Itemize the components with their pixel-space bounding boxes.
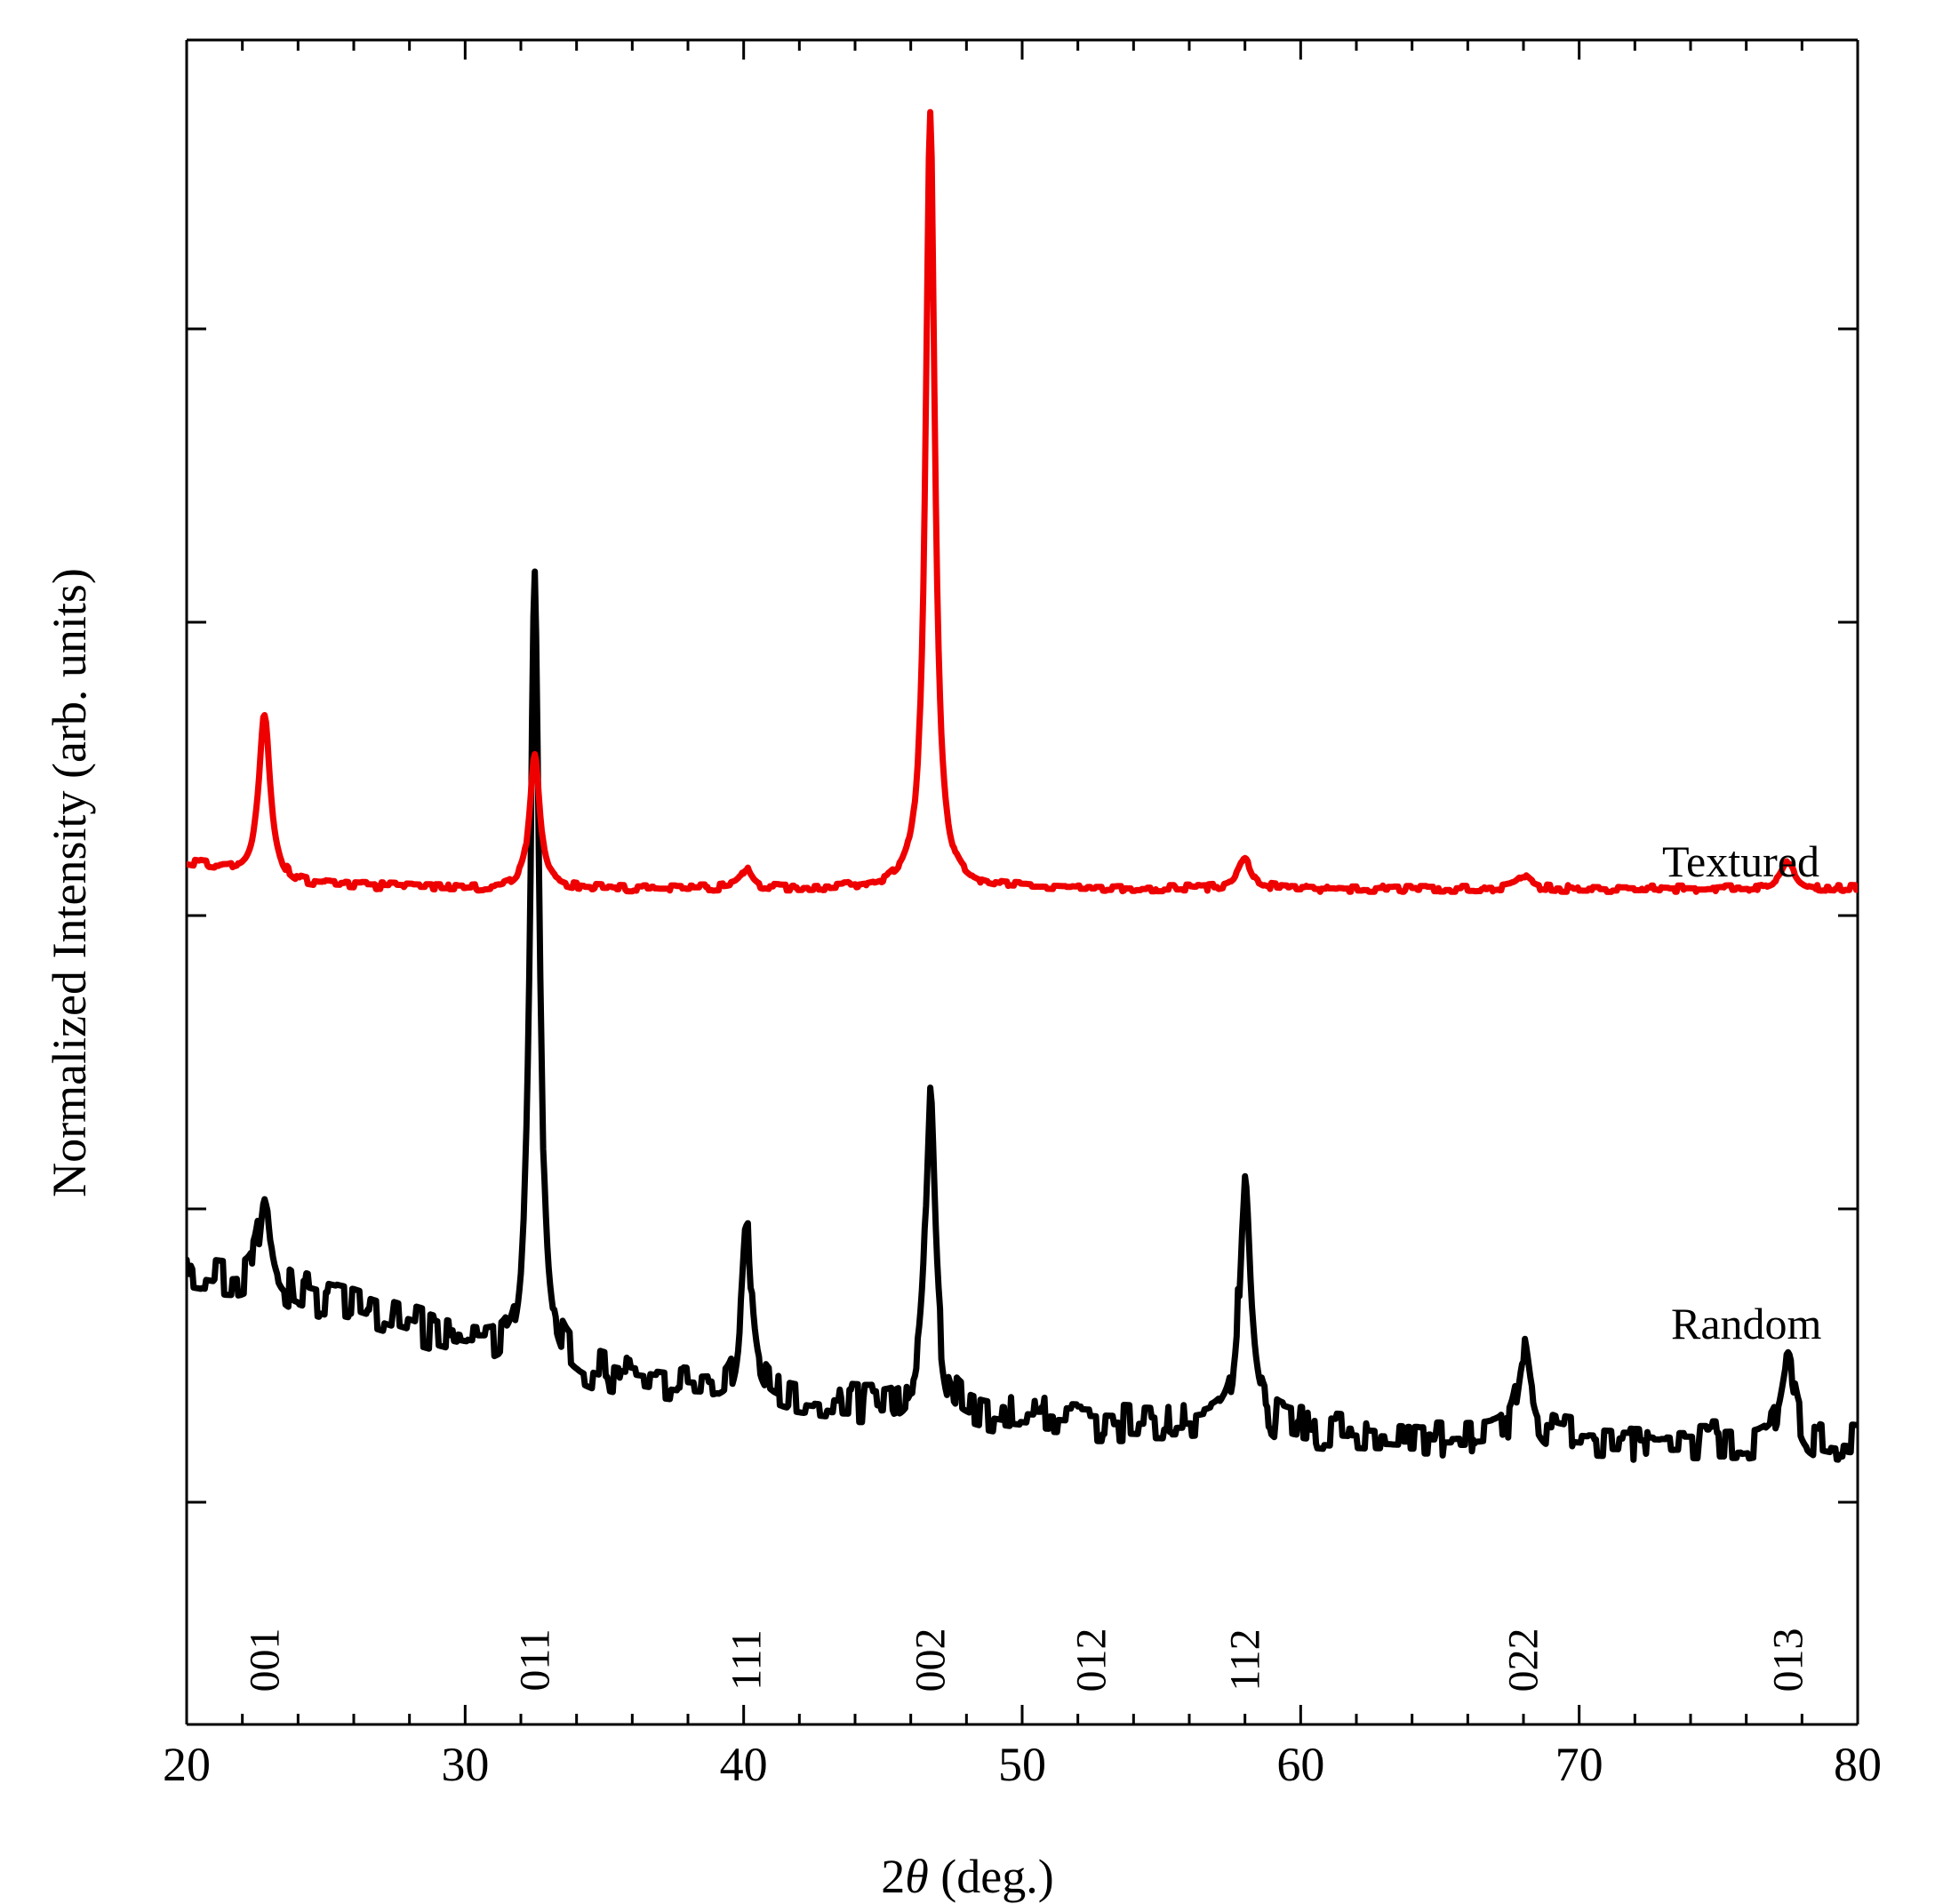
x-tick-label: 80	[1834, 1737, 1882, 1792]
chart-svg	[0, 0, 1935, 1898]
miller-index-label: 012	[1067, 1628, 1116, 1692]
series-label: Random	[1671, 1298, 1821, 1349]
xrd-chart: Normalized Intensity (arb. units) 2θ (de…	[0, 0, 1935, 1898]
x-tick-label: 70	[1555, 1737, 1603, 1792]
x-tick-label: 20	[163, 1737, 211, 1792]
miller-index-label: 002	[906, 1628, 955, 1692]
x-tick-label: 30	[441, 1737, 489, 1792]
x-tick-label: 50	[998, 1737, 1046, 1792]
x-tick-label: 60	[1276, 1737, 1324, 1792]
x-tick-label: 40	[720, 1737, 768, 1792]
miller-index-label: 111	[722, 1629, 771, 1690]
miller-index-label: 022	[1499, 1628, 1548, 1692]
miller-index-label: 001	[240, 1628, 289, 1692]
series-textured	[187, 112, 1858, 892]
miller-index-label: 011	[510, 1628, 559, 1691]
x-axis-label: 2θ (deg.)	[881, 1849, 1053, 1904]
series-random	[187, 572, 1858, 1460]
y-axis-label: Normalized Intensity (arb. units)	[42, 568, 97, 1197]
miller-index-label: 013	[1763, 1628, 1812, 1692]
series-label: Textured	[1662, 836, 1819, 887]
miller-index-label: 112	[1220, 1628, 1269, 1691]
